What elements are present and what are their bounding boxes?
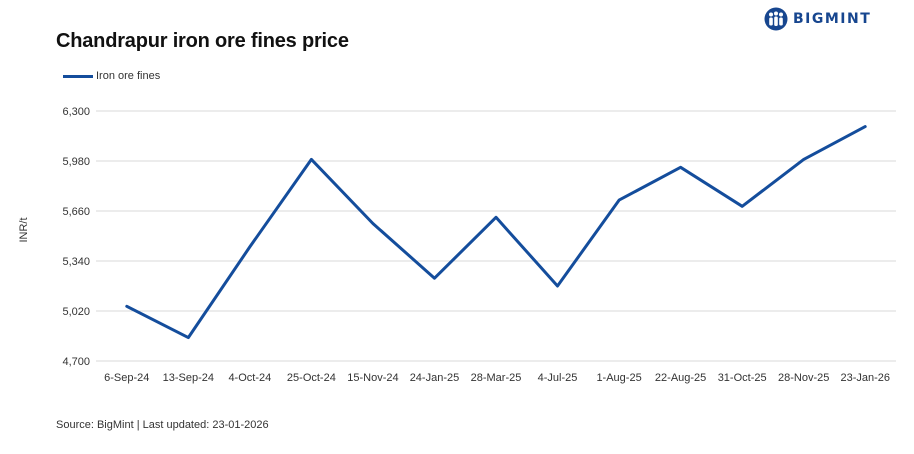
bigmint-logo-icon bbox=[764, 7, 788, 31]
bigmint-logo: BIGMINT bbox=[764, 6, 871, 32]
y-tick-label: 6,300 bbox=[62, 106, 90, 118]
x-tick-label: 23-Jan-26 bbox=[840, 372, 890, 384]
x-tick-label: 25-Oct-24 bbox=[287, 372, 336, 384]
x-tick-label: 4-Oct-24 bbox=[228, 372, 271, 384]
y-tick-label: 4,700 bbox=[62, 356, 90, 368]
legend: Iron ore fines bbox=[63, 70, 160, 82]
x-tick-label: 22-Aug-25 bbox=[655, 372, 706, 384]
y-tick-labels: 4,700 5,020 5,340 5,660 5,980 6,300 bbox=[62, 106, 90, 368]
x-tick-label: 1-Aug-25 bbox=[596, 372, 641, 384]
series-line-iron-ore-fines bbox=[125, 125, 867, 340]
brand-name: BIGMINT bbox=[793, 11, 872, 27]
x-tick-label: 13-Sep-24 bbox=[163, 372, 214, 384]
x-tick-label: 6-Sep-24 bbox=[104, 372, 149, 384]
chart-title: Chandrapur iron ore fines price bbox=[56, 30, 349, 52]
series-lines bbox=[125, 125, 867, 340]
x-tick-label: 28-Mar-25 bbox=[471, 372, 522, 384]
x-tick-label: 31-Oct-25 bbox=[718, 372, 767, 384]
x-tick-label: 24-Jan-25 bbox=[410, 372, 460, 384]
y-tick-label: 5,980 bbox=[62, 156, 90, 168]
source-note: Source: BigMint | Last updated: 23-01-20… bbox=[56, 419, 269, 431]
x-tick-label: 4-Jul-25 bbox=[538, 372, 578, 384]
y-tick-label: 5,660 bbox=[62, 206, 90, 218]
gridlines bbox=[96, 110, 896, 362]
x-tick-labels: 6-Sep-24 13-Sep-24 4-Oct-24 25-Oct-24 15-Nov… bbox=[104, 372, 890, 384]
legend-swatch bbox=[63, 74, 93, 78]
y-tick-label: 5,340 bbox=[62, 256, 90, 268]
legend-label: Iron ore fines bbox=[96, 70, 161, 82]
x-tick-label: 15-Nov-24 bbox=[347, 372, 398, 384]
y-tick-label: 5,020 bbox=[62, 306, 90, 318]
x-tick-label: 28-Nov-25 bbox=[778, 372, 829, 384]
